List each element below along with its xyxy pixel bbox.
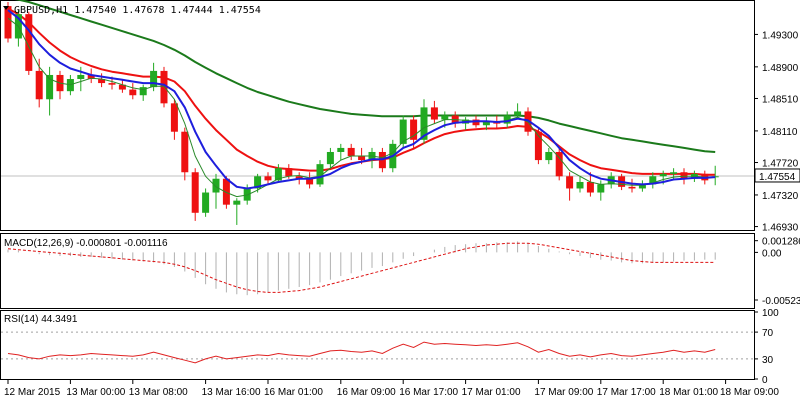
moving-average-thin	[7, 17, 716, 198]
candle-body	[222, 178, 230, 205]
candle-body	[181, 131, 189, 173]
candle-body	[545, 151, 553, 161]
candle-body	[202, 192, 210, 213]
price-tick-label: 1.46930	[762, 223, 799, 234]
time-tick-label: 16 Mar 09:00	[337, 387, 396, 398]
price-tick-label: 1.47320	[762, 191, 799, 202]
rsi-panel[interactable]	[0, 310, 755, 380]
time-tick-label: 13 Mar 00:00	[66, 387, 125, 398]
candle-body	[482, 121, 490, 126]
price-tick-label: 1.48900	[762, 63, 799, 74]
candle-body	[25, 14, 33, 71]
price-tick-label: 1.49300	[762, 30, 799, 41]
candle-body	[534, 131, 542, 161]
candle-body	[212, 178, 220, 193]
rsi-tick-label: 70	[762, 328, 774, 339]
rsi-series-layer	[1, 331, 754, 364]
candle-body	[118, 84, 126, 90]
candle-body	[503, 115, 511, 124]
candle-body	[306, 178, 314, 185]
rsi-line	[7, 341, 716, 364]
moving-average-slow	[14, 0, 716, 153]
candle-body	[576, 181, 584, 189]
candle-body	[316, 164, 324, 185]
macd-header: MACD(12,26,9) -0.000801 -0.001116	[4, 238, 168, 249]
candle-body	[358, 156, 366, 161]
candle-body	[347, 147, 355, 157]
candle-body	[98, 79, 106, 84]
candle-body	[472, 119, 480, 126]
candle-body	[410, 119, 418, 140]
axis-layer: 1.49300 1.48900 1.48510 1.48110 1.47720 1.473…	[4, 30, 800, 398]
price-header: GBPUSD,H1 1.47540 1.47678 1.47444 1.4755…	[14, 5, 261, 16]
candle-body	[326, 151, 334, 165]
candle-body	[233, 200, 241, 205]
time-tick-label: 17 Mar 09:00	[534, 387, 593, 398]
candle-body	[628, 186, 636, 189]
candle-body	[586, 181, 594, 193]
candle-body	[160, 70, 168, 104]
candle-body	[638, 184, 646, 189]
candle-body	[670, 172, 678, 174]
candle-body	[514, 111, 522, 116]
macd-signal-line	[7, 242, 716, 293]
candle-body	[77, 74, 85, 80]
candle-body	[430, 107, 438, 120]
macd-panel[interactable]	[0, 233, 755, 309]
candle-body	[129, 89, 137, 96]
candle-body	[555, 151, 563, 177]
candle-body	[108, 83, 116, 85]
candle-body	[170, 103, 178, 132]
last-price-label: 1.47554	[759, 172, 796, 183]
candle-body	[680, 172, 688, 179]
time-tick-label: 17 Mar 01:00	[462, 387, 521, 398]
candle-body	[139, 87, 147, 96]
candle-body	[285, 168, 293, 177]
candle-body	[274, 168, 282, 181]
candle-body	[649, 176, 657, 185]
rsi-tick-label: 100	[762, 308, 779, 319]
moving-average-fast	[7, 9, 716, 190]
price-tick-label: 1.47720	[762, 159, 799, 170]
time-tick-label: 16 Mar 01:00	[264, 387, 323, 398]
symbol-icon	[3, 6, 9, 10]
candle-body	[87, 74, 95, 80]
price-tick-label: 1.48510	[762, 94, 799, 105]
macd-tick-label: 0.00	[762, 248, 782, 259]
candle-body	[4, 6, 12, 39]
price-series-layer	[1, 0, 754, 225]
candle-body	[295, 176, 303, 179]
rsi-tick-label: 30	[762, 355, 774, 366]
candle-body	[191, 172, 199, 213]
candle-body	[337, 147, 345, 152]
time-tick-label: 16 Mar 17:00	[399, 387, 458, 398]
macd-tick-label: -0.00523	[762, 296, 800, 307]
macd-tick-label: 0.001286	[762, 237, 800, 248]
time-tick-label: 12 Mar 2015	[4, 387, 61, 398]
candle-body	[264, 176, 272, 181]
macd-series-layer	[7, 241, 716, 296]
candle-body	[46, 74, 54, 100]
candle-body	[254, 176, 262, 189]
time-tick-label: 13 Mar 08:00	[129, 387, 188, 398]
time-tick-label: 17 Mar 17:00	[597, 387, 656, 398]
price-tick-label: 1.48110	[762, 127, 798, 138]
candle-body	[441, 115, 449, 120]
time-tick-label: 18 Mar 09:00	[720, 387, 779, 398]
candle-body	[35, 70, 43, 100]
candle-body	[150, 70, 158, 88]
time-tick-label: 13 Mar 16:00	[202, 387, 261, 398]
candle-body	[420, 107, 428, 140]
candle-body	[659, 173, 667, 177]
candle-body	[597, 184, 605, 193]
rsi-tick-label: 0	[762, 375, 768, 386]
time-tick-label: 18 Mar 01:00	[659, 387, 718, 398]
last-price-marker: 1.47554	[754, 168, 800, 183]
candle-body	[399, 119, 407, 144]
rsi-header: RSI(14) 44.3491	[4, 314, 78, 325]
candle-body	[566, 176, 574, 189]
